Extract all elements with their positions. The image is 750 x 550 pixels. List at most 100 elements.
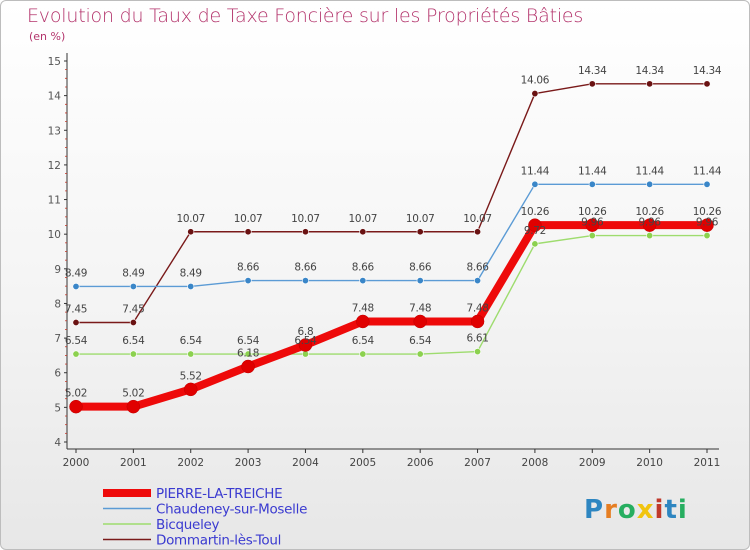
data-label: 10.07 xyxy=(176,213,205,225)
y-tick-label: 14 xyxy=(48,91,62,103)
data-point xyxy=(129,319,137,327)
data-label: 6.54 xyxy=(409,335,432,347)
data-label: 10.07 xyxy=(406,213,435,225)
series-line xyxy=(76,83,707,324)
legend-label: Bicqueley xyxy=(156,517,220,533)
y-tick-label: 7 xyxy=(54,333,61,345)
data-label: 11.44 xyxy=(578,165,607,177)
labels-chaudeney-sur-moselle: 8.49 8.49 8.49 8.66 8.66 8.66 8.66 8.66 11.44 11.… xyxy=(65,165,722,279)
data-point xyxy=(356,314,370,329)
data-point xyxy=(359,277,367,285)
data-label: 8.66 xyxy=(409,262,432,274)
data-point xyxy=(416,277,424,285)
data-label: 9.96 xyxy=(581,217,604,229)
data-label: 9.96 xyxy=(639,217,662,229)
logo-letter: o xyxy=(618,495,637,525)
data-label: 10.07 xyxy=(291,213,320,225)
y-tick-label: 10 xyxy=(48,229,61,241)
data-label: 8.49 xyxy=(122,267,144,279)
legend-item-bicqueley: Bicqueley xyxy=(103,517,220,533)
data-point xyxy=(244,350,252,358)
data-point xyxy=(187,228,195,236)
data-label: 8.66 xyxy=(352,262,375,274)
data-label: 14.34 xyxy=(635,65,664,77)
data-point xyxy=(298,338,313,352)
series-chaudeney-sur-moselle xyxy=(72,180,711,290)
data-point xyxy=(183,382,198,397)
data-label: 5.02 xyxy=(65,388,87,400)
data-point xyxy=(301,277,309,285)
data-point xyxy=(187,350,195,358)
data-label: 7.48 xyxy=(466,302,488,314)
y-tick-label: 9 xyxy=(54,264,61,276)
data-point xyxy=(244,228,252,236)
labels-dommartin-l-s-toul: 7.45 7.45 10.07 10.07 10.07 10.07 10.07 10.07 14… xyxy=(65,65,722,316)
data-point xyxy=(642,218,657,232)
data-label: 6.54 xyxy=(180,335,203,347)
labels-bicqueley: 6.54 6.54 6.54 6.54 6.54 6.54 6.54 6.61 9.72 9.96… xyxy=(65,217,719,347)
data-point xyxy=(244,277,252,285)
x-tick-label: 2005 xyxy=(349,457,376,469)
series-group: 7.45 7.45 10.07 10.07 10.07 10.07 10.07 10.07 14… xyxy=(65,65,722,414)
logo-text: Proxiti xyxy=(584,495,688,525)
data-point xyxy=(126,399,141,414)
x-tick-label: 2001 xyxy=(120,457,147,469)
data-point xyxy=(129,350,137,358)
legend-label: Dommartin-lès-Toul xyxy=(156,533,281,549)
data-label: 11.44 xyxy=(521,165,550,177)
x-tick-label: 2003 xyxy=(235,457,262,469)
y-tick-label: 5 xyxy=(54,402,61,414)
data-label: 10.26 xyxy=(578,206,607,218)
proxiti-logo: Proxiti xyxy=(584,495,688,525)
y-tick-label: 12 xyxy=(48,160,61,172)
data-label: 14.06 xyxy=(521,75,550,87)
logo-letter: i xyxy=(678,495,688,525)
data-label: 10.26 xyxy=(635,206,664,218)
data-label: 8.49 xyxy=(180,267,202,279)
data-label: 11.44 xyxy=(693,165,722,177)
y-tick-label: 4 xyxy=(54,437,61,449)
data-label: 10.07 xyxy=(463,213,492,225)
data-label: 5.02 xyxy=(122,388,144,400)
data-point xyxy=(359,228,367,236)
data-point xyxy=(474,348,482,356)
data-point xyxy=(474,228,482,236)
logo-letter: P xyxy=(584,495,604,525)
y-tick-label: 6 xyxy=(54,368,61,380)
legend-label: PIERRE-LA-TREICHE xyxy=(156,486,282,502)
data-point xyxy=(646,232,654,240)
data-label: 6.54 xyxy=(65,335,88,347)
data-point xyxy=(585,218,600,232)
chart-title: Evolution du Taux de Taxe Foncière sur l… xyxy=(27,5,584,27)
legend-item-pierre-la-treiche: PIERRE-LA-TREICHE xyxy=(103,486,283,502)
labels-pierre-la-treiche: 5.02 5.02 5.52 6.18 6.8 7.48 7.48 7.48 10.26 10.2… xyxy=(65,206,722,399)
data-label: 7.48 xyxy=(409,302,431,314)
data-point xyxy=(72,319,80,327)
data-label: 7.45 xyxy=(122,304,144,316)
logo-letter: t xyxy=(664,495,677,525)
data-label: 6.54 xyxy=(352,335,375,347)
data-label: 8.66 xyxy=(237,262,260,274)
x-tick-label: 2010 xyxy=(636,457,663,469)
data-label: 5.52 xyxy=(180,370,202,382)
x-tick-label: 2000 xyxy=(63,457,90,469)
series-line xyxy=(76,183,707,288)
data-point xyxy=(241,359,255,374)
data-label: 10.07 xyxy=(234,213,263,225)
data-point xyxy=(72,282,80,290)
axes: 4 5 6 7 8 9 10 11 12 13 14 15 2000 2001 2002 2003 2004 20… xyxy=(48,53,721,469)
data-label: 8.49 xyxy=(65,267,87,279)
data-point xyxy=(416,228,424,236)
x-tick-label: 2002 xyxy=(177,457,204,469)
series-bicqueley xyxy=(72,232,711,358)
data-label: 10.26 xyxy=(693,206,722,218)
data-label: 6.8 xyxy=(298,326,314,338)
x-tick-label: 2011 xyxy=(694,457,721,469)
series-line xyxy=(76,234,707,355)
data-label: 6.61 xyxy=(466,333,488,345)
legend: PIERRE-LA-TREICHEChaudeney-sur-MoselleBi… xyxy=(103,486,307,549)
data-label: 8.66 xyxy=(294,262,317,274)
data-label: 9.96 xyxy=(696,217,719,229)
